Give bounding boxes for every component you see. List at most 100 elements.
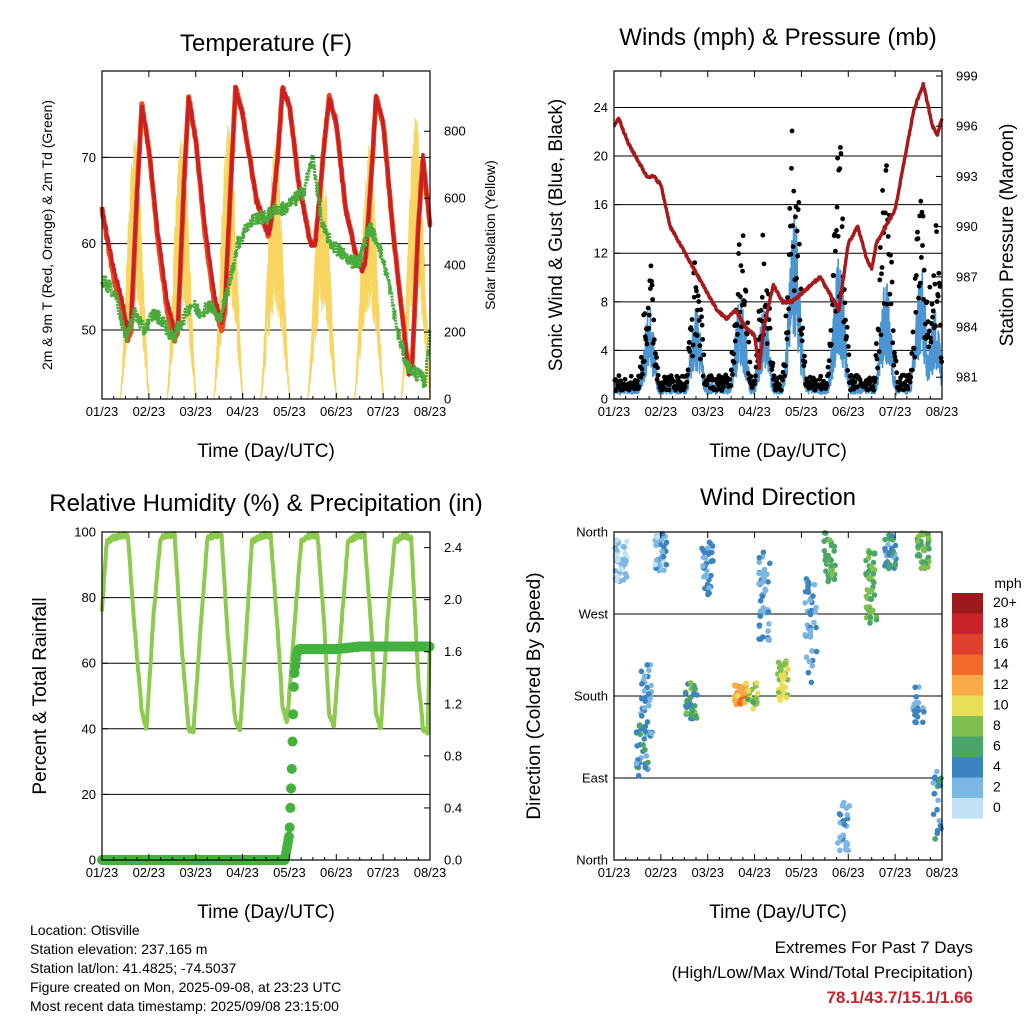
legend-swatch xyxy=(952,634,983,655)
gust-point xyxy=(645,305,651,311)
gust-point xyxy=(844,334,849,339)
direction-point xyxy=(642,673,648,679)
y-tick-label: 80 xyxy=(82,590,96,605)
gust-point xyxy=(920,243,925,248)
gust-point xyxy=(832,248,838,254)
y2-tick-label: 987 xyxy=(956,269,978,284)
y-axis-label: 2m & 9m T (Red, Orange) & 2m Td (Green) xyxy=(39,100,55,370)
gust-point xyxy=(878,332,884,338)
precip-point xyxy=(284,822,295,833)
gust-point xyxy=(813,378,819,383)
gust-point xyxy=(915,229,920,235)
gust-point xyxy=(646,312,652,318)
direction-point xyxy=(807,611,814,618)
direction-point xyxy=(805,669,812,676)
gust-point xyxy=(884,163,889,168)
gust-point xyxy=(785,295,790,300)
gust-point xyxy=(644,341,650,347)
direction-point xyxy=(654,534,660,540)
y-tick-label: 20 xyxy=(594,149,608,164)
gust-point xyxy=(879,271,884,277)
gust-point xyxy=(727,377,733,382)
direction-point xyxy=(912,684,919,691)
gust-point xyxy=(911,346,917,352)
direction-point xyxy=(873,617,880,623)
gust-point xyxy=(834,204,840,210)
gust-point xyxy=(913,309,919,315)
gust-point xyxy=(925,332,930,338)
gust-point xyxy=(934,229,939,235)
gust-point xyxy=(642,311,648,317)
direction-point xyxy=(663,561,670,568)
gust-point xyxy=(787,206,793,211)
direction-series xyxy=(612,529,944,854)
gust-point xyxy=(790,244,796,249)
gust-point xyxy=(926,328,932,334)
x-tick-label: 04/23 xyxy=(226,865,259,880)
y-tick-label: 4 xyxy=(601,343,608,358)
precip-point xyxy=(286,763,297,774)
direction-point xyxy=(622,558,629,564)
direction-point xyxy=(638,668,645,675)
gust-point xyxy=(871,387,876,393)
direction-point xyxy=(809,663,816,669)
gust-point xyxy=(764,341,770,346)
legend-swatch xyxy=(952,798,983,819)
y-tick-label: East xyxy=(582,771,608,786)
direction-point xyxy=(886,565,892,572)
direction-point xyxy=(745,688,752,694)
gust-point xyxy=(921,267,927,273)
direction-point xyxy=(936,818,943,824)
location-text: Location: Otisville xyxy=(30,922,140,938)
gust-point xyxy=(884,301,890,307)
x-tick-label: 02/23 xyxy=(645,404,678,419)
panel-1: 01/23 02/23 03/23 04/23 05/23 06/23 07/23 08/23… xyxy=(39,30,498,462)
x-tick-label: 08/23 xyxy=(926,404,959,419)
direction-point xyxy=(705,545,711,551)
direction-point xyxy=(734,692,741,699)
gust-point xyxy=(909,351,915,356)
y-tick-label: 60 xyxy=(82,656,96,671)
y2-tick-label: 2.0 xyxy=(444,592,462,607)
gust-point xyxy=(639,366,645,372)
legend-label: 16 xyxy=(993,635,1009,651)
direction-point xyxy=(709,549,715,556)
direction-point xyxy=(687,680,694,686)
direction-point xyxy=(870,571,877,577)
direction-point xyxy=(709,543,716,549)
gust-point xyxy=(655,365,661,371)
gust-point xyxy=(641,358,647,364)
x-tick-label: 02/23 xyxy=(133,865,166,880)
gust-point xyxy=(795,207,801,212)
direction-point xyxy=(885,551,892,557)
direction-point xyxy=(642,764,649,771)
direction-point xyxy=(934,768,940,775)
direction-point xyxy=(644,662,651,668)
gust-point xyxy=(831,273,837,278)
gust-point xyxy=(826,371,832,377)
gust-point xyxy=(838,145,843,150)
direction-point xyxy=(867,550,873,556)
gust-point xyxy=(818,373,824,379)
gust-point xyxy=(824,383,830,388)
direction-point xyxy=(937,778,943,785)
y2-tick-label: 1.6 xyxy=(444,644,462,659)
gust-point xyxy=(686,340,692,345)
direction-point xyxy=(683,704,690,711)
y2-tick-label: 1.2 xyxy=(444,696,462,711)
y2-tick-label: 996 xyxy=(956,119,978,134)
y-axis-label: Direction (Colored By Speed) xyxy=(524,572,545,819)
direction-point xyxy=(811,619,817,626)
direction-point xyxy=(837,834,843,841)
y-tick-label: 50 xyxy=(82,322,96,337)
gust-point xyxy=(731,351,736,357)
legend-swatch xyxy=(952,736,983,757)
direction-point xyxy=(766,621,772,627)
direction-point xyxy=(633,760,640,767)
y-tick-label: North xyxy=(576,525,608,540)
x-tick-label: 01/23 xyxy=(598,865,631,880)
gust-point xyxy=(929,301,935,307)
gust-point xyxy=(738,263,744,269)
gust-point xyxy=(696,299,702,304)
